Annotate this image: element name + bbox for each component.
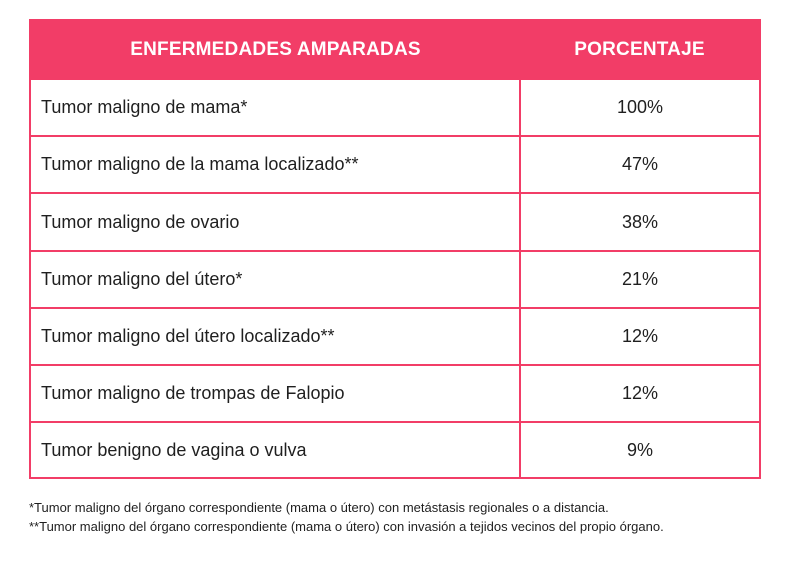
disease-cell: Tumor maligno de trompas de Falopio <box>31 364 521 423</box>
disease-cell: Tumor maligno del útero localizado** <box>31 306 521 366</box>
disease-cell: Tumor maligno de mama* <box>31 77 521 137</box>
table-row: Tumor maligno de trompas de Falopio 12% <box>31 364 759 423</box>
table-row: Tumor maligno de ovario 38% <box>31 192 759 251</box>
percent-cell: 21% <box>520 249 759 308</box>
disease-cell: Tumor maligno de ovario <box>31 192 521 251</box>
coverage-table: ENFERMEDADES AMPARADAS PORCENTAJE Tumor … <box>31 21 759 477</box>
percent-cell: 9% <box>520 421 759 477</box>
percent-cell: 38% <box>520 192 759 251</box>
disease-cell: Tumor maligno del útero* <box>31 249 521 308</box>
footnotes: *Tumor maligno del órgano correspondient… <box>29 498 779 536</box>
coverage-table-container: ENFERMEDADES AMPARADAS PORCENTAJE Tumor … <box>29 19 761 479</box>
disease-cell: Tumor benigno de vagina o vulva <box>31 421 521 477</box>
table-row: Tumor maligno de la mama localizado** 47… <box>31 135 759 194</box>
header-percentage: PORCENTAJE <box>520 21 759 79</box>
percent-cell: 12% <box>520 306 759 366</box>
table-header-row: ENFERMEDADES AMPARADAS PORCENTAJE <box>31 21 759 79</box>
percent-cell: 47% <box>520 135 759 194</box>
header-diseases: ENFERMEDADES AMPARADAS <box>31 21 520 79</box>
table-row: Tumor maligno de mama* 100% <box>31 77 759 137</box>
table-row: Tumor maligno del útero* 21% <box>31 249 759 308</box>
disease-cell: Tumor maligno de la mama localizado** <box>31 135 521 194</box>
footnote-double-asterisk: **Tumor maligno del órgano correspondien… <box>29 519 664 534</box>
table-row: Tumor maligno del útero localizado** 12% <box>31 306 759 366</box>
footnote-single-asterisk: *Tumor maligno del órgano correspondient… <box>29 500 609 515</box>
table-row: Tumor benigno de vagina o vulva 9% <box>31 421 759 477</box>
percent-cell: 12% <box>520 364 759 423</box>
percent-cell: 100% <box>520 77 759 137</box>
